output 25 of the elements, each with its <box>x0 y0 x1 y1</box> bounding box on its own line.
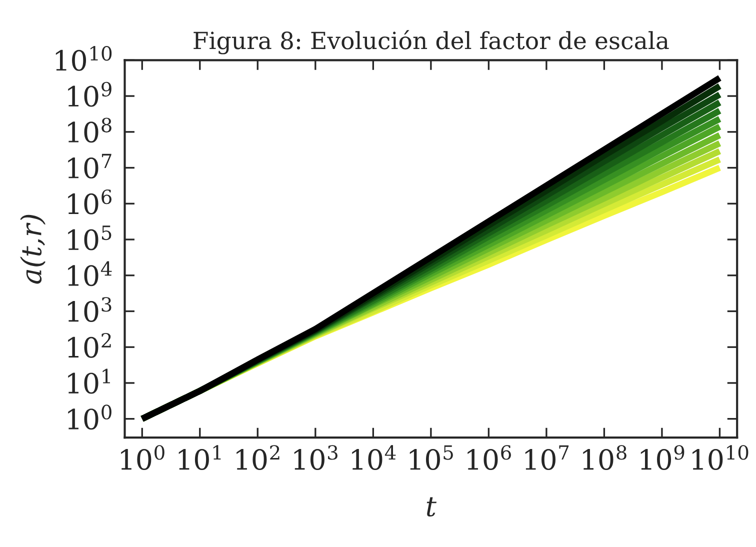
x-tick-label: 10$^{9}$ <box>640 445 684 470</box>
y-tick-label: 10$^{4}$ <box>68 261 112 286</box>
y-tick-label: 10$^{9}$ <box>68 82 112 107</box>
x-tick-label: 10$^{3}$ <box>294 445 338 470</box>
y-tick-label: 10$^{0}$ <box>68 404 112 430</box>
x-axis-title: t <box>426 497 437 517</box>
y-tick-label: 10$^{2}$ <box>68 332 111 358</box>
x-tick-label: 10$^{5}$ <box>410 445 453 470</box>
x-tick-label: 10$^{1}$ <box>178 445 221 470</box>
y-tick-label: 10$^{1}$ <box>68 368 110 394</box>
x-tick-label: 10$^{8}$ <box>583 445 626 470</box>
chart-title: Figura 8: Evolución del factor de escala <box>194 30 669 54</box>
x-tick-label: 10$^{10}$ <box>692 445 748 470</box>
x-tick-label: 10$^{4}$ <box>352 445 396 470</box>
y-tick-label: 10$^{3}$ <box>68 297 112 322</box>
y-tick-label: 10$^{5}$ <box>68 226 112 250</box>
y-axis-title: a(t,r) <box>20 214 46 284</box>
x-tick-label: 10$^{6}$ <box>468 445 511 470</box>
y-tick-label: 10$^{7}$ <box>68 154 112 179</box>
x-tick-label: 10$^{0}$ <box>121 445 164 470</box>
y-tick-label: 10$^{10}$ <box>56 46 112 71</box>
x-tick-label: 10$^{2}$ <box>236 445 280 470</box>
y-tick-label: 10$^{8}$ <box>68 118 112 143</box>
y-tick-label: 10$^{6}$ <box>68 189 112 214</box>
x-tick-label: 10$^{7}$ <box>525 445 569 470</box>
